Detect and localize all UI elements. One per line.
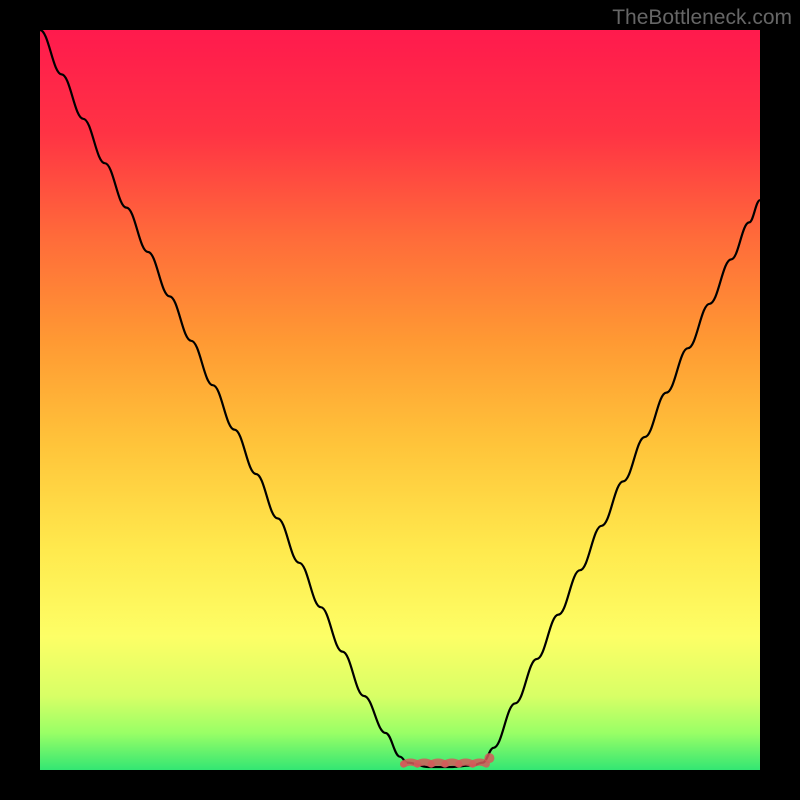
chart-gradient-bg bbox=[40, 30, 760, 770]
chart-container: TheBottleneck.com bbox=[0, 0, 800, 800]
watermark-text: TheBottleneck.com bbox=[612, 6, 792, 30]
bottleneck-chart bbox=[0, 0, 800, 800]
